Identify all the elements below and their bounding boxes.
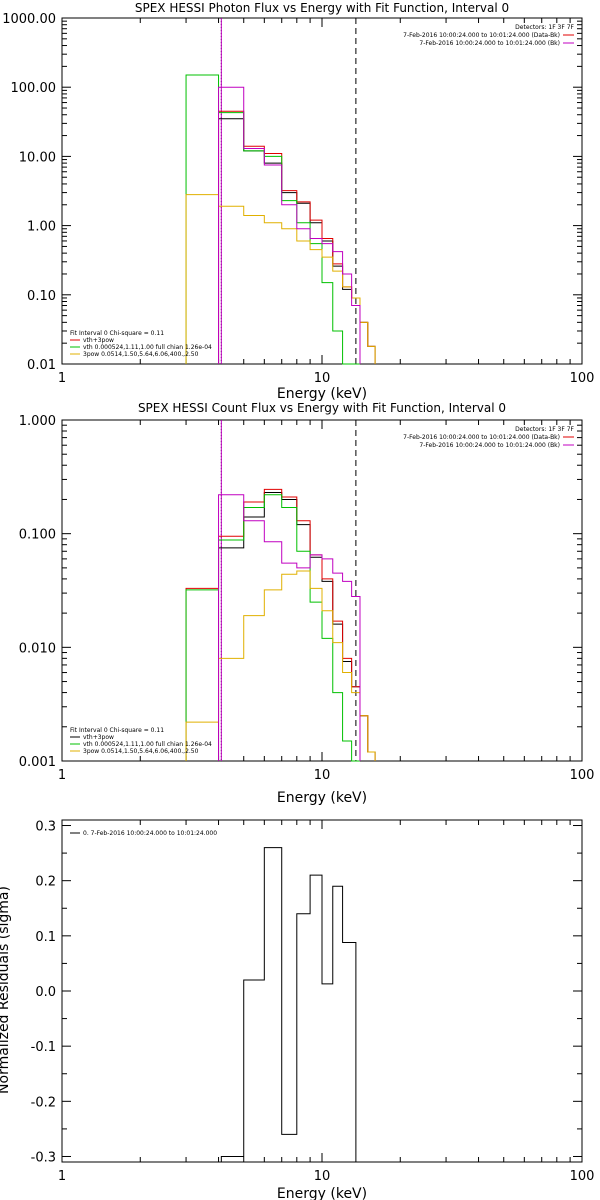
- resid-xtick-label: 100: [570, 1169, 595, 1184]
- photon-axes-frame: [61, 17, 583, 365]
- photon-legend-entry: vth 0.000524,1.11,1.00 full chian 1.26e-…: [83, 344, 212, 351]
- photon-plot-area: 1 10 100 0.01 0.10 1.00 10.00 100.00 1000.00 Dete…: [2, 12, 594, 386]
- resid-ylabel: Normalized Residuals (sigma): [0, 886, 12, 1094]
- photon-flux-panel: SPEX HESSI Photon Flux vs Energy with Fi…: [2, 1, 594, 402]
- photon-legend-entry: 3pow 0.0514,1.50,5.64,6.06,400.,2.50: [83, 351, 199, 358]
- count-legend-entry: vth+3pow: [83, 734, 114, 741]
- resid-ytick-label: 0.3: [35, 820, 56, 835]
- photon-ytick-label: 100.00: [11, 81, 57, 96]
- count-legend-entry: 7-Feb-2016 10:00:24.000 to 10:01:24.000 …: [419, 442, 560, 449]
- photon-ytick-label: 0.10: [27, 289, 56, 304]
- resid-series-0: [220, 847, 357, 1162]
- count-xtick-label: 100: [570, 768, 595, 783]
- count-title: SPEX HESSI Count Flux vs Energy with Fit…: [138, 401, 506, 415]
- count-flux-panel: SPEX HESSI Count Flux vs Energy with Fit…: [19, 401, 595, 806]
- photon-xtick-label: 1: [58, 371, 66, 386]
- count-legend-entry: 7-Feb-2016 10:00:24.000 to 10:01:24.000 …: [403, 434, 560, 441]
- resid-xtick-label: 1: [58, 1169, 66, 1184]
- photon-series-2: [185, 74, 360, 365]
- photon-ytick-label: 1000.00: [2, 12, 56, 27]
- count-ytick-label: 1.000: [19, 414, 56, 429]
- resid-xlabel: Energy (keV): [277, 1186, 367, 1200]
- count-legend-entry: 3pow 0.0514,1.50,5.64,6.06,400.,2.50: [83, 748, 199, 755]
- resid-ytick-label: 0.2: [35, 875, 56, 890]
- resid-legend-entry: 0. 7-Feb-2016 10:00:24.000 to 10:01:24.0…: [83, 830, 217, 837]
- resid-ytick-label: 0.0: [35, 985, 56, 1000]
- photon-legend-entry: 7-Feb-2016 10:00:24.000 to 10:01:24.000 …: [419, 40, 560, 47]
- resid-plot-area: 1 10 100 -0.3 -0.2 -0.1 0.0 0.1 0.2 0.3 0. 7-Feb-2…: [31, 819, 595, 1184]
- photon-title: SPEX HESSI Photon Flux vs Energy with Fi…: [135, 1, 509, 15]
- count-legend-entry: vth 0.000524,1.11,1.00 full chian 1.26e-…: [83, 741, 212, 748]
- count-xtick-label: 1: [58, 768, 66, 783]
- count-series-1: [185, 488, 376, 761]
- resid-ytick-label: -0.1: [31, 1040, 56, 1055]
- count-ytick-label: 0.010: [19, 641, 56, 656]
- count-series-3: [185, 570, 376, 761]
- photon-xlabel: Energy (keV): [277, 386, 367, 402]
- count-ytick-label: 0.100: [19, 528, 56, 543]
- count-legend-header: Fit Interval 0 Chi-square = 0.11: [70, 727, 164, 734]
- count-xtick-label: 10: [314, 768, 331, 783]
- resid-xtick-label: 10: [314, 1169, 331, 1184]
- count-plot-area: 1 10 100 0.001 0.010 0.100 1.000 Detectors: 1F …: [19, 414, 595, 783]
- photon-legend-entry: vth+3pow: [83, 337, 114, 344]
- count-legend-header: Detectors: 1F 3F 7F: [515, 426, 574, 433]
- resid-axes-frame: [61, 819, 583, 1163]
- resid-ytick-label: -0.2: [31, 1095, 56, 1110]
- photon-legend-header: Fit Interval 0 Chi-square = 0.11: [70, 330, 164, 337]
- photon-ytick-label: 1.00: [27, 220, 56, 235]
- residuals-panel: Energy (keV) Normalized Residuals (sigma…: [0, 819, 595, 1200]
- photon-series-3: [185, 194, 376, 364]
- count-series-2: [185, 494, 360, 762]
- photon-series-4: [218, 86, 361, 364]
- photon-xtick-label: 100: [570, 371, 595, 386]
- count-ytick-label: 0.001: [19, 755, 56, 770]
- resid-ytick-label: -0.3: [31, 1150, 56, 1165]
- photon-legend-header: Detectors: 1F 3F 7F: [515, 24, 574, 31]
- photon-ytick-label: 10.00: [19, 150, 56, 165]
- count-series-4: [218, 494, 361, 761]
- photon-ytick-label: 0.01: [27, 358, 56, 373]
- photon-legend-entry: 7-Feb-2016 10:00:24.000 to 10:01:24.000 …: [403, 32, 560, 39]
- resid-ytick-label: 0.1: [35, 930, 56, 945]
- count-xlabel: Energy (keV): [277, 790, 367, 806]
- photon-xtick-label: 10: [314, 371, 331, 386]
